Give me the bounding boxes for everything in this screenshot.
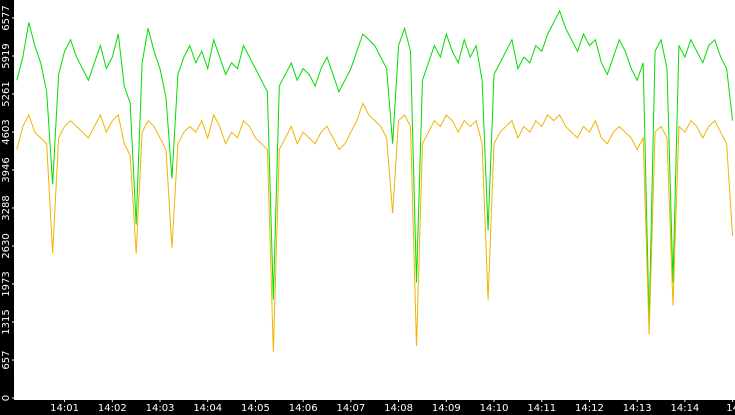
x-tick-label: 14:07 — [336, 403, 365, 414]
x-tick-label: 14:03 — [146, 403, 175, 414]
x-tick-label: 14:12 — [575, 403, 604, 414]
x-tick-label: 14:10 — [480, 403, 509, 414]
series-line — [16, 9, 734, 323]
x-tick-label: 14:02 — [98, 403, 127, 414]
x-tick-label: 14:05 — [241, 403, 270, 414]
y-tick-label: 0 — [1, 395, 12, 401]
x-tick-label: 14:14 — [670, 403, 699, 414]
y-tick-label: 657 — [1, 350, 12, 369]
y-tick-label: 5261 — [1, 81, 12, 106]
y-tick-label: 3946 — [1, 157, 12, 182]
y-tick-label: 6577 — [1, 5, 12, 30]
y-tick-label: 4603 — [1, 119, 12, 144]
x-tick-label: 14:13 — [623, 403, 652, 414]
x-axis-strip — [0, 400, 735, 415]
y-tick-label: 1315 — [1, 309, 12, 334]
y-axis-strip — [0, 0, 14, 415]
x-tick-label: 14:01 — [50, 403, 79, 414]
x-tick-label: 14:09 — [432, 403, 461, 414]
x-tick-label: 14:04 — [193, 403, 222, 414]
y-tick-label: 1973 — [1, 271, 12, 296]
y-tick-label: 2630 — [1, 233, 12, 258]
y-tick-label: 3288 — [1, 195, 12, 220]
x-tick-label: 14:11 — [527, 403, 556, 414]
series-line — [16, 102, 734, 352]
x-tick-label: 14:08 — [384, 403, 413, 414]
x-tick-label: 14 — [726, 403, 735, 414]
x-tick-label: 14:06 — [289, 403, 318, 414]
y-tick-label: 5919 — [1, 43, 12, 68]
